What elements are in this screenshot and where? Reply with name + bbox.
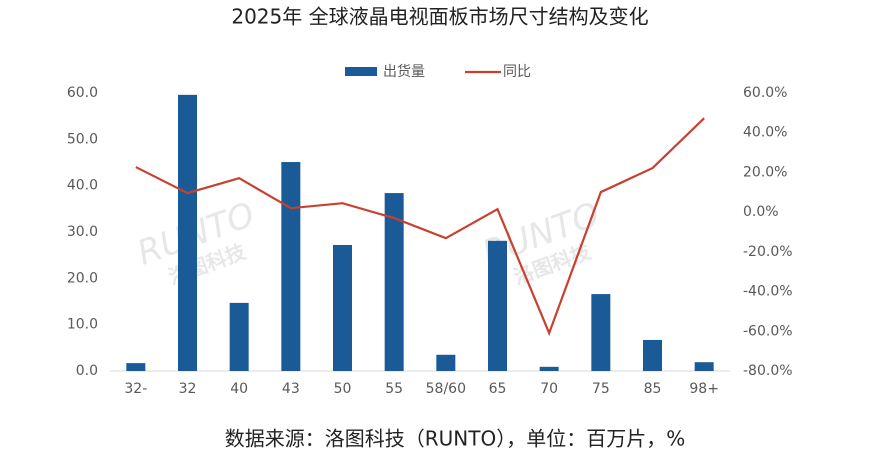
legend-swatch — [345, 67, 377, 76]
bar — [281, 162, 301, 371]
bar — [384, 193, 404, 371]
y2-tick-label: 40.0% — [743, 125, 787, 141]
x-tick-label: 32 — [179, 381, 197, 397]
x-tick-label: 85 — [644, 381, 662, 397]
bar — [694, 362, 714, 371]
bar — [643, 339, 662, 371]
x-tick-label: 32- — [124, 381, 147, 397]
bar — [333, 244, 352, 371]
bar — [126, 363, 146, 371]
x-tick-label: 43 — [282, 381, 300, 397]
bar — [178, 94, 197, 371]
bar — [488, 240, 507, 371]
bar — [591, 294, 611, 371]
x-tick-label: 40 — [230, 381, 248, 397]
y-tick-label: 30.0 — [67, 224, 98, 240]
x-tick-label: 70 — [540, 381, 558, 397]
y2-tick-label: -40.0% — [743, 284, 793, 300]
x-tick-label: 75 — [592, 381, 610, 397]
y2-tick-label: -20.0% — [743, 244, 793, 260]
source-note: 数据来源：洛图科技（RUNTO），单位：百万片，% — [225, 427, 685, 451]
x-tick-label: 98+ — [689, 381, 719, 397]
y2-tick-label: 20.0% — [743, 164, 787, 180]
y-tick-label: 10.0 — [67, 317, 98, 333]
bar — [229, 302, 249, 371]
bar — [436, 354, 456, 371]
y-tick-label: 20.0 — [67, 270, 98, 286]
legend-label: 出货量 — [383, 63, 425, 80]
bar — [539, 366, 559, 371]
x-tick-label: 55 — [385, 381, 403, 397]
y2-tick-label: 0.0% — [743, 204, 779, 220]
y2-tick-label: -80.0% — [743, 363, 793, 379]
chart-title: 2025年 全球液晶电视面板市场尺寸结构及变化 — [231, 5, 648, 29]
y-tick-label: 40.0 — [67, 178, 98, 194]
y2-tick-label: -60.0% — [743, 323, 793, 339]
line — [135, 117, 705, 337]
x-tick-label: 50 — [334, 381, 352, 397]
x-tick-label: 65 — [489, 381, 507, 397]
y2-tick-label: 60.0% — [743, 85, 787, 101]
x-tick-label: 58/60 — [426, 381, 466, 397]
legend-label: 同比 — [503, 64, 531, 80]
y-tick-label: 60.0 — [67, 85, 98, 101]
y-tick-label: 50.0 — [67, 131, 98, 147]
y-tick-label: 0.0 — [76, 363, 98, 379]
